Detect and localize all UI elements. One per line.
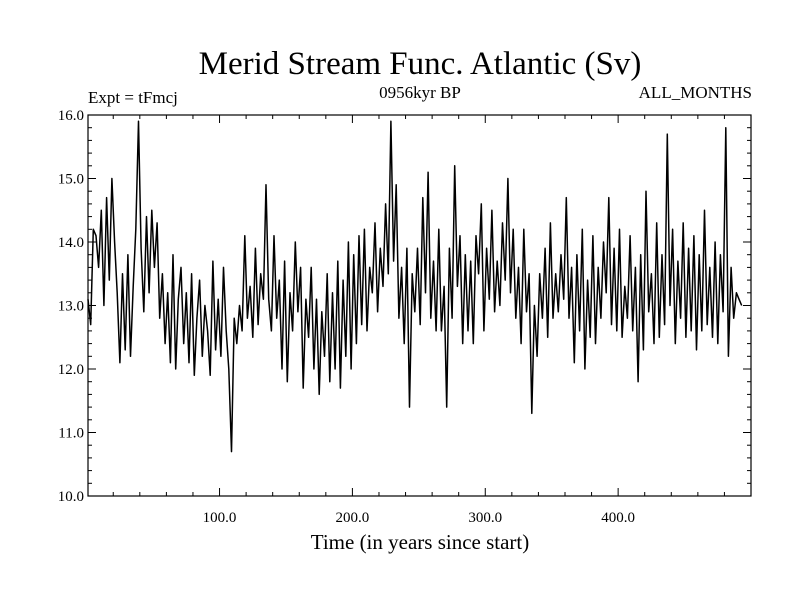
chart-title: Merid Stream Func. Atlantic (Sv) xyxy=(199,46,642,82)
plot-frame xyxy=(87,114,752,497)
x-tick-label: 200.0 xyxy=(336,510,370,526)
y-tick-label: 16.0 xyxy=(58,108,84,124)
axis-ticks xyxy=(88,114,751,497)
period-label: 0956kyr BP xyxy=(379,83,461,102)
x-axis-label: Time (in years since start) xyxy=(311,530,530,554)
y-tick-label: 11.0 xyxy=(58,426,84,442)
y-tick-label: 15.0 xyxy=(58,172,84,188)
series-line xyxy=(87,120,743,453)
x-tick-label: 400.0 xyxy=(601,510,635,526)
y-tick-label: 14.0 xyxy=(58,235,84,251)
axis-tick-labels: 10.0 11.0 12.0 13.0 14.0 15.0 16.0 100.0 200.0 30… xyxy=(58,108,635,526)
months-label: ALL_MONTHS xyxy=(639,83,752,102)
y-tick-label: 10.0 xyxy=(58,489,84,505)
x-tick-label: 300.0 xyxy=(468,510,502,526)
experiment-label: Expt = tFmcj xyxy=(88,88,178,107)
y-tick-label: 12.0 xyxy=(58,362,84,378)
y-tick-label: 13.0 xyxy=(58,299,84,315)
x-tick-label: 100.0 xyxy=(203,510,237,526)
